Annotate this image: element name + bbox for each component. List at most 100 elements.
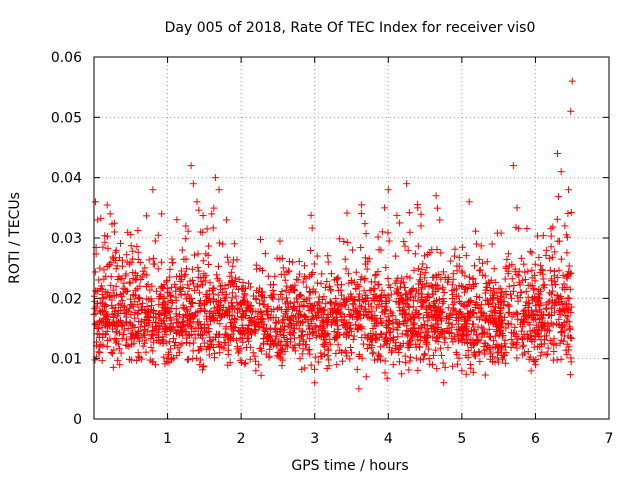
data-point — [492, 314, 500, 322]
data-point — [473, 338, 481, 346]
data-point — [241, 284, 249, 292]
data-point — [502, 265, 510, 273]
data-point — [449, 291, 457, 299]
data-point — [324, 258, 332, 266]
data-point — [565, 318, 573, 326]
data-point — [395, 303, 403, 311]
data-point — [241, 359, 249, 367]
data-point — [131, 269, 139, 277]
data-point — [165, 308, 173, 316]
data-point — [386, 284, 394, 292]
data-point — [344, 238, 352, 246]
data-point — [262, 307, 270, 315]
data-point — [532, 315, 540, 323]
data-point — [178, 246, 186, 254]
data-point — [164, 351, 172, 359]
data-point — [547, 243, 555, 251]
data-point — [421, 274, 429, 282]
data-point — [246, 355, 254, 363]
data-point — [334, 274, 342, 282]
data-point — [515, 225, 523, 233]
data-point — [313, 279, 321, 287]
data-point — [96, 299, 104, 307]
data-point — [522, 301, 530, 309]
data-point — [405, 303, 413, 311]
data-point — [166, 314, 174, 322]
data-point — [318, 306, 326, 314]
data-point — [246, 283, 254, 291]
data-point — [199, 257, 207, 265]
data-point — [222, 306, 230, 314]
data-point — [194, 308, 202, 316]
data-point — [353, 365, 361, 373]
data-point — [355, 385, 363, 393]
data-point — [304, 346, 312, 354]
data-point — [267, 307, 275, 315]
data-point — [402, 311, 410, 319]
data-point — [384, 229, 392, 237]
data-point — [170, 335, 178, 343]
data-point — [278, 295, 286, 303]
data-point — [557, 255, 565, 263]
data-point — [299, 345, 307, 353]
data-point — [184, 281, 192, 289]
data-point — [129, 247, 137, 255]
data-point — [341, 323, 349, 331]
data-point — [362, 260, 370, 268]
data-point — [385, 296, 393, 304]
data-point — [154, 322, 162, 330]
data-point — [311, 379, 319, 387]
data-point — [119, 321, 127, 329]
data-point — [347, 327, 355, 335]
data-point — [428, 361, 436, 369]
data-point — [476, 266, 484, 274]
data-point — [145, 318, 153, 326]
data-point — [310, 365, 318, 373]
data-point — [458, 267, 466, 275]
data-point — [449, 275, 457, 283]
data-point — [467, 343, 475, 351]
data-point — [154, 265, 162, 273]
data-point — [124, 287, 132, 295]
data-point — [519, 351, 527, 359]
data-point — [466, 313, 474, 321]
data-point — [496, 321, 504, 329]
data-point — [223, 253, 231, 261]
data-point — [199, 212, 207, 220]
data-point — [226, 272, 234, 280]
data-point — [299, 328, 307, 336]
data-point — [221, 285, 229, 293]
data-point — [113, 322, 121, 330]
data-point — [433, 281, 441, 289]
data-point — [528, 294, 536, 302]
data-point — [432, 346, 440, 354]
data-point — [320, 310, 328, 318]
data-point — [243, 304, 251, 312]
data-point — [563, 249, 571, 257]
data-point — [287, 284, 295, 292]
data-point — [485, 300, 493, 308]
data-point — [444, 344, 452, 352]
data-point — [416, 270, 424, 278]
data-point — [439, 299, 447, 307]
data-point — [108, 301, 116, 309]
data-point — [324, 352, 332, 360]
data-point — [119, 331, 127, 339]
data-point — [160, 353, 168, 361]
data-point — [528, 266, 536, 274]
data-point — [172, 293, 180, 301]
data-point — [501, 275, 509, 283]
data-point — [371, 356, 379, 364]
data-point — [412, 308, 420, 316]
data-point — [134, 327, 142, 335]
data-point — [300, 262, 308, 270]
data-point — [562, 273, 570, 281]
data-point — [91, 305, 99, 313]
data-point — [197, 331, 205, 339]
data-point — [453, 311, 461, 319]
data-point — [235, 306, 243, 314]
data-point — [526, 335, 534, 343]
data-point — [230, 282, 238, 290]
data-point — [165, 289, 173, 297]
data-point — [289, 258, 297, 266]
